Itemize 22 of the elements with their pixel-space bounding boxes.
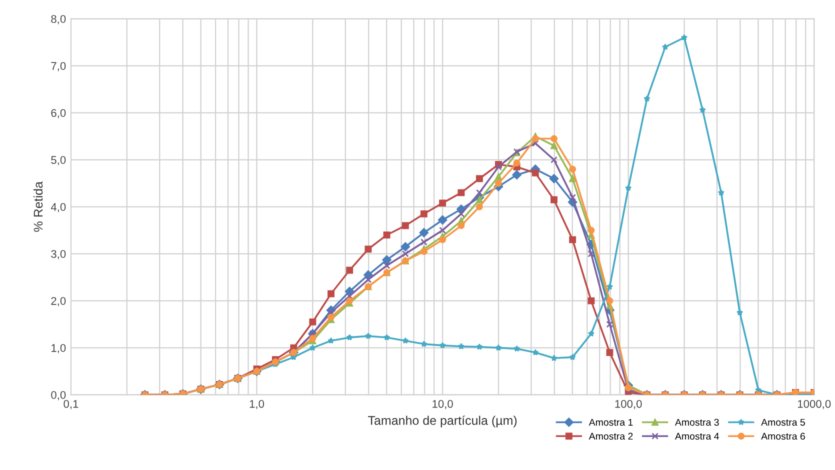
y-axis-title: % Retida [33,181,43,232]
y-tick-label: 2,0 [51,297,66,306]
x-tick-label: 100,0 [615,400,642,410]
y-tick-label: 5,0 [51,156,66,166]
x-tick-label: 1,0 [250,400,264,410]
legend-label: Amostra 2 [588,432,633,440]
x-tick-label: 10,0 [432,400,453,410]
legend-label: Amostra 4 [674,432,719,440]
y-tick-label: 4,0 [50,203,66,212]
y-tick-label: 6,0 [51,109,66,118]
legend-label: Amostra 3 [674,418,719,426]
y-tick-label: 8,0 [51,15,66,24]
x-axis-title: Tamanho de partícula (µm) [368,416,517,428]
x-tick-label: 0,1 [64,400,78,410]
legend-label: Amostra 6 [761,432,805,440]
legend-label: Amostra 5 [761,418,805,426]
y-tick-label: 1,0 [52,344,66,354]
legend-label: Amostra 1 [588,418,633,426]
y-tick-label: 7,0 [51,62,66,72]
y-tick-label: 0,0 [51,391,66,400]
y-tick-label: 3,0 [51,250,66,260]
x-tick-label: 1000,0 [798,400,831,410]
